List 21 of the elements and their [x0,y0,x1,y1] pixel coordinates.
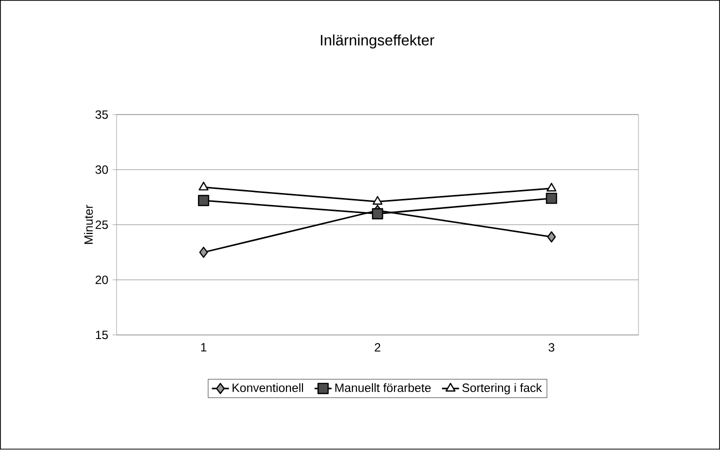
legend-label: Manuellt förarbete [335,383,431,392]
point [198,195,210,206]
legend-label: Konventionell [232,383,303,392]
y-tick-label: 15 [96,330,108,340]
x-tick-label: 2 [374,343,380,352]
legend-label: Sortering i fack [462,383,542,395]
point [199,246,208,258]
x-tick-label: 1 [201,343,206,352]
x-tick-label: 3 [548,343,554,352]
y-tick-label: 35 [95,110,108,120]
y-tick-label: 20 [96,276,108,284]
point [198,182,209,191]
chart-title: Inlärningseffekter [320,34,434,49]
point [546,183,556,192]
y-axis-title: Minuter [84,205,93,244]
point [546,192,558,204]
point [547,232,556,243]
y-tick-label: 30 [95,166,108,174]
y-tick-label: 25 [96,220,108,230]
point [372,208,384,220]
point [372,196,382,205]
